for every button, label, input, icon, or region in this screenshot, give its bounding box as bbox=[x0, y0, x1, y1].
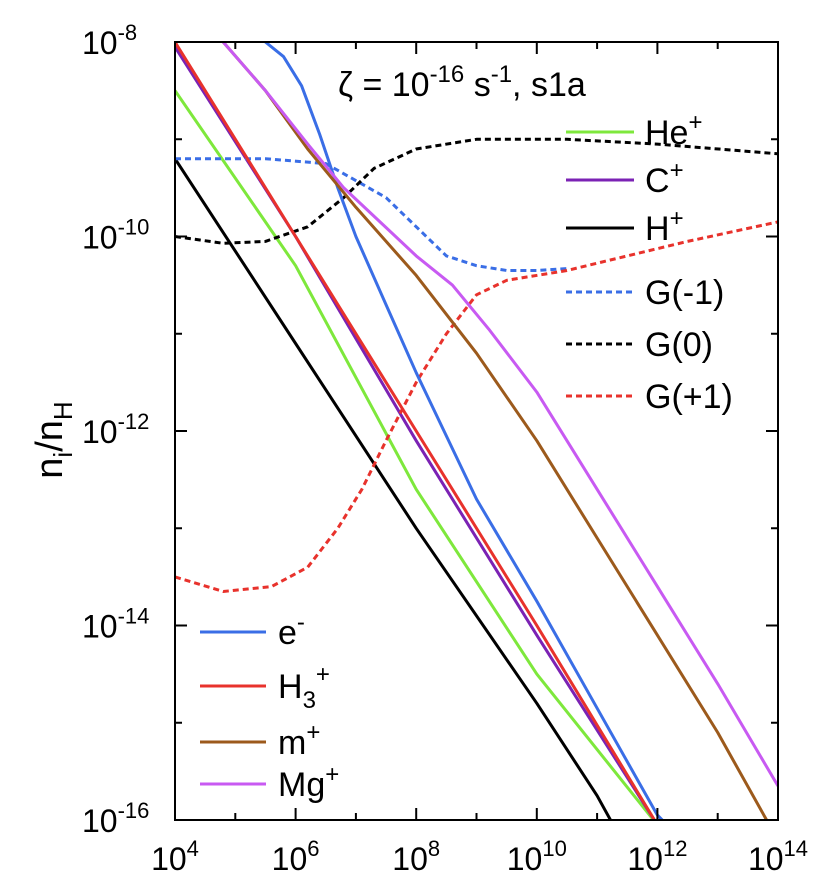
legend-label-Gp1: G(+1) bbox=[645, 378, 733, 416]
series-line-G0 bbox=[175, 137, 778, 245]
legend-label-G0: G(0) bbox=[645, 326, 713, 364]
series-line-e bbox=[264, 42, 665, 820]
plot-frame bbox=[174, 41, 779, 821]
legend-label-e: e- bbox=[278, 609, 305, 652]
x-tick-label: 1014 bbox=[748, 836, 808, 877]
y-tick-label: 10-10 bbox=[82, 215, 149, 256]
series-line-m bbox=[222, 42, 769, 820]
y-tick-label: 10-14 bbox=[82, 604, 149, 645]
legend-label-Mg: Mg+ bbox=[278, 761, 339, 804]
x-tick-label: 108 bbox=[392, 836, 440, 877]
series-line-Gm1 bbox=[175, 157, 568, 272]
legend-label-He: He+ bbox=[645, 109, 702, 152]
x-tick-label: 104 bbox=[151, 836, 199, 877]
plot-area bbox=[175, 42, 778, 820]
y-axis-label: ni/nH bbox=[29, 401, 78, 478]
y-tick-label: 10-12 bbox=[82, 409, 149, 450]
chart-title: ζ = 10-16 s-1, s1a bbox=[338, 61, 586, 104]
y-tick-label: 10-16 bbox=[82, 798, 149, 839]
series-line-Gp1 bbox=[175, 220, 778, 593]
series-line-H3 bbox=[175, 42, 657, 820]
legend-label-m: m+ bbox=[278, 719, 320, 762]
x-tick-label: 106 bbox=[272, 836, 320, 877]
series-layer bbox=[175, 42, 778, 820]
x-tick-label: 1012 bbox=[627, 836, 687, 877]
legend-label-Gm1: G(-1) bbox=[645, 274, 724, 312]
x-tick-label: 1010 bbox=[507, 836, 567, 877]
series-line-H bbox=[175, 157, 613, 820]
legend-label-C: C+ bbox=[645, 157, 684, 200]
legend-label-H3: H3+ bbox=[278, 661, 330, 714]
legend: He+ C+ H+ G(-1) G(0) G(+1) e- H3+ m+Mg+ bbox=[200, 109, 733, 804]
y-tick-label: 10-8 bbox=[82, 20, 137, 61]
legend-label-H: H+ bbox=[645, 205, 684, 248]
series-line-Mg bbox=[222, 42, 778, 787]
